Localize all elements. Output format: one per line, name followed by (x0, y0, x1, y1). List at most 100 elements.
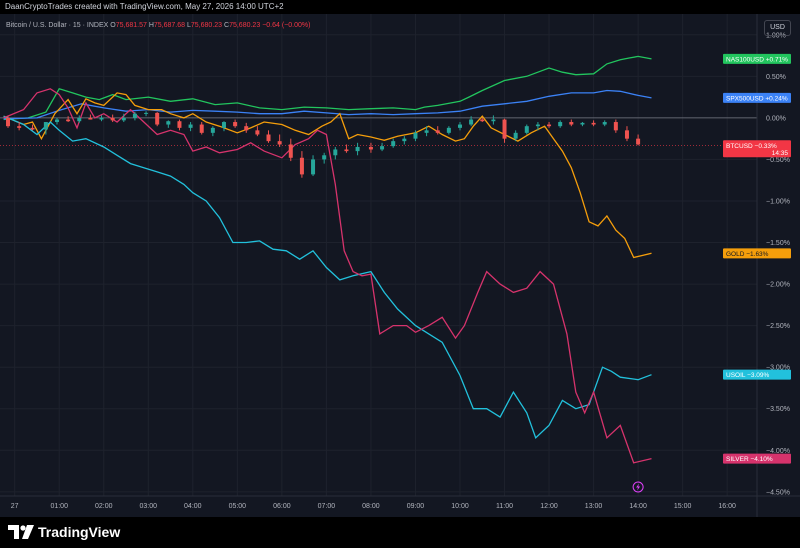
x-tick-label-4: 04:00 (184, 503, 202, 510)
candle-body-44 (502, 119, 507, 139)
candle-body-50 (569, 122, 574, 125)
snapshot-header: DaanCryptoTrades created with TradingVie… (0, 0, 800, 14)
candle-body-39 (446, 127, 451, 133)
candle-body-18 (210, 127, 215, 133)
candle-body-24 (277, 141, 282, 145)
tradingview-logo-icon (8, 525, 34, 539)
y-tick-label-10: −4.00% (766, 448, 790, 455)
tradingview-logo[interactable]: TradingView (8, 524, 120, 540)
candle-body-36 (413, 132, 418, 139)
candle-body-11 (132, 113, 137, 118)
candle-body-43 (491, 119, 496, 122)
y-tick-label-6: −2.00% (766, 282, 790, 289)
candle-body-49 (558, 122, 563, 127)
ohlc-low: L75,680.23 (187, 22, 223, 29)
candle-body-16 (188, 124, 193, 128)
last-label-btcusd: BTCUSD −0.33% (726, 143, 777, 150)
candle-body-8 (99, 117, 104, 120)
series-line-usoil (3, 115, 652, 439)
last-label-usoil: USOIL −3.09% (726, 372, 770, 379)
y-tick-label-11: −4.50% (766, 489, 790, 496)
candle-body-14 (166, 121, 171, 125)
candle-body-41 (469, 119, 474, 125)
candle-body-34 (391, 141, 396, 147)
candle-body-0 (6, 117, 11, 127)
candle-body-20 (233, 122, 238, 127)
candle-body-10 (121, 117, 126, 121)
x-tick-label-7: 07:00 (318, 503, 336, 510)
candle-body-38 (435, 130, 440, 133)
candle-body-17 (199, 124, 204, 133)
candle-body-1 (17, 126, 22, 128)
candle-body-32 (368, 146, 373, 150)
y-tick-label-9: −3.50% (766, 406, 790, 413)
y-tick-label-5: −1.50% (766, 240, 790, 247)
chart-area[interactable]: 1.00% 0.50% 0.00% −0.50% −1.00% −1.50% −2.00% −… (0, 14, 800, 517)
lightning-icon (632, 481, 644, 493)
price-change: −0.64 (−0.00%) (262, 22, 311, 29)
x-tick-label-1: 01:00 (50, 503, 68, 510)
candle-body-53 (602, 122, 607, 125)
candle-body-56 (636, 138, 641, 145)
y-tick-label-8: −3.00% (766, 365, 790, 372)
candle-body-29 (333, 149, 338, 156)
currency-button[interactable]: USD (764, 20, 791, 36)
x-tick-label-13: 13:00 (585, 503, 603, 510)
last-label-spx500usd: SPX500USD +0.24% (726, 95, 788, 102)
x-tick-label-0: 27 (11, 503, 19, 510)
x-tick-label-5: 05:00 (229, 503, 247, 510)
ohlc-open: O75,681.57 (110, 22, 147, 29)
candle-body-27 (311, 159, 316, 175)
candle-body-46 (524, 126, 529, 133)
candle-body-47 (535, 124, 540, 127)
candle-body-15 (177, 121, 182, 128)
candle-body-19 (221, 122, 226, 128)
candle-body-45 (513, 132, 518, 139)
candle-body-40 (457, 124, 462, 128)
x-tick-label-10: 10:00 (451, 503, 469, 510)
y-tick-label-7: −2.50% (766, 323, 790, 330)
lightning-icon-bolt (636, 483, 641, 491)
candle-body-52 (591, 122, 596, 125)
last-label-bg-gold (723, 248, 791, 259)
symbol-title: Bitcoin / U.S. Dollar · 15 · INDEX (6, 22, 109, 29)
price-chart[interactable]: 1.00%0.50%0.00%−0.50%−1.00%−1.50%−2.00%−… (0, 14, 800, 517)
candle-body-12 (144, 112, 149, 114)
candle-body-3 (43, 122, 48, 130)
candle-body-5 (66, 119, 71, 122)
x-tick-label-6: 06:00 (273, 503, 291, 510)
x-tick-label-15: 15:00 (674, 503, 692, 510)
candle-body-26 (299, 157, 304, 175)
series-line-gold (3, 92, 652, 259)
tradingview-logo-text: TradingView (38, 524, 121, 540)
candle-body-37 (424, 130, 429, 133)
footer-bar: TradingView (0, 517, 800, 548)
candle-body-42 (480, 119, 485, 122)
candle-body-13 (155, 112, 160, 125)
last-label-bg-nas100usd (723, 53, 791, 64)
x-tick-label-16: 16:00 (718, 503, 736, 510)
series-line-spx500usd (3, 89, 652, 120)
candle-body-30 (344, 149, 349, 152)
candle-body-55 (624, 130, 629, 139)
last-label-nas100usd: NAS100USD +0.71% (726, 56, 788, 63)
x-tick-label-3: 03:00 (140, 503, 158, 510)
last-label-bg-usoil (723, 369, 791, 380)
series-line-silver (3, 88, 652, 464)
candle-body-22 (255, 130, 260, 135)
last-label-bg-silver (723, 453, 791, 464)
y-tick-label-2: 0.00% (766, 115, 786, 122)
x-tick-label-11: 11:00 (496, 503, 513, 510)
last-label-silver: SILVER −4.10% (726, 456, 773, 463)
symbol-legend: Bitcoin / U.S. Dollar · 15 · INDEX O75,6… (6, 22, 310, 29)
candle-body-7 (88, 117, 93, 120)
candle-body-33 (380, 146, 385, 150)
x-tick-label-12: 12:00 (540, 503, 558, 510)
candle-body-31 (355, 146, 360, 152)
x-tick-label-9: 09:00 (407, 503, 425, 510)
last-label-bg-btcusd (723, 140, 791, 158)
candle-body-25 (288, 144, 293, 158)
last-label-bg-spx500usd (723, 92, 791, 103)
ohlc-high: H75,687.68 (148, 22, 186, 29)
